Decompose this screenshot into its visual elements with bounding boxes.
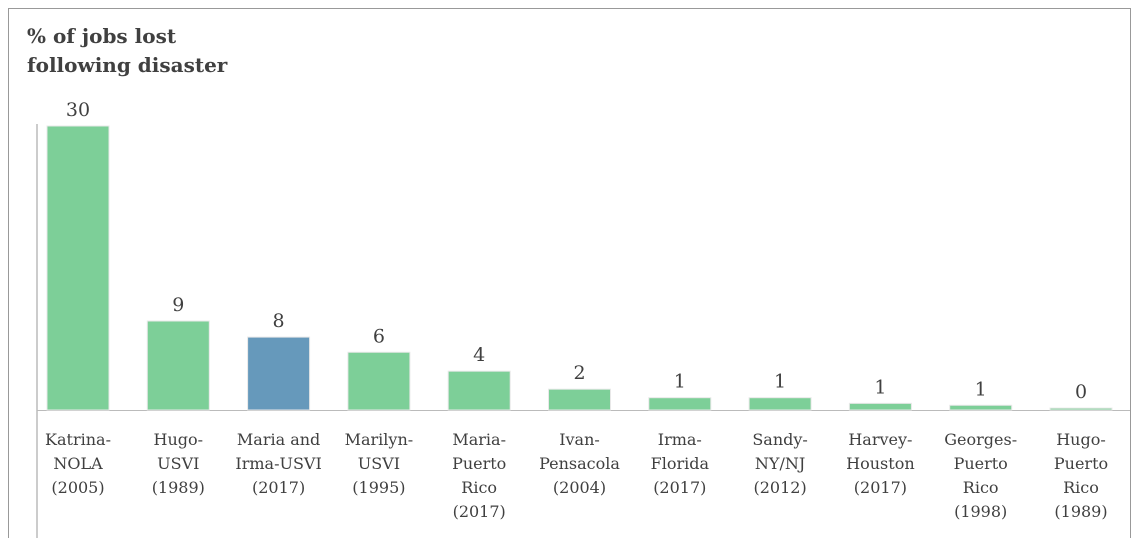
data-label: 1 (674, 371, 686, 393)
bar (347, 351, 411, 411)
data-label: 9 (172, 294, 184, 316)
data-label: 30 (66, 99, 90, 121)
x-tick-label: Katrina- NOLA (2005) (45, 430, 111, 497)
x-tick-label: Georges- Puerto Rico (1998) (944, 430, 1018, 521)
bar (748, 397, 812, 411)
x-tick-label: Hugo- USVI (1989) (151, 430, 205, 497)
x-tick-label: Sandy- NY/NJ (2012) (752, 430, 808, 497)
x-tick-label: Harvey- Houston (2017) (846, 430, 915, 497)
bar (447, 370, 511, 411)
x-tick-label: Maria and Irma-USVI (2017) (235, 430, 322, 497)
bar (949, 404, 1013, 411)
x-tick-label: Marilyn- USVI (1995) (344, 430, 414, 497)
data-label: 8 (273, 310, 285, 332)
x-tick-label: Hugo- Puerto Rico (1989) (1053, 430, 1109, 521)
data-label: 1 (874, 376, 886, 398)
bar (146, 320, 210, 411)
bar (1049, 407, 1113, 411)
bar (46, 125, 110, 411)
data-label: 0 (1075, 381, 1087, 403)
data-label: 2 (573, 362, 585, 384)
data-label: 4 (473, 344, 485, 366)
x-tick-label: Irma- Florida (2017) (650, 430, 709, 497)
data-label: 6 (373, 325, 385, 347)
data-label: 1 (975, 378, 987, 400)
x-tick-label: Maria- Puerto Rico (2017) (452, 430, 507, 521)
data-label: 1 (774, 371, 786, 393)
bar (548, 388, 611, 411)
bar (648, 397, 712, 411)
bar (247, 336, 311, 411)
bar (848, 402, 912, 411)
x-tick-label: Ivan- Pensacola (2004) (539, 430, 620, 497)
frame (8, 8, 1131, 538)
chart-title: % of jobs lost following disaster (27, 24, 228, 77)
